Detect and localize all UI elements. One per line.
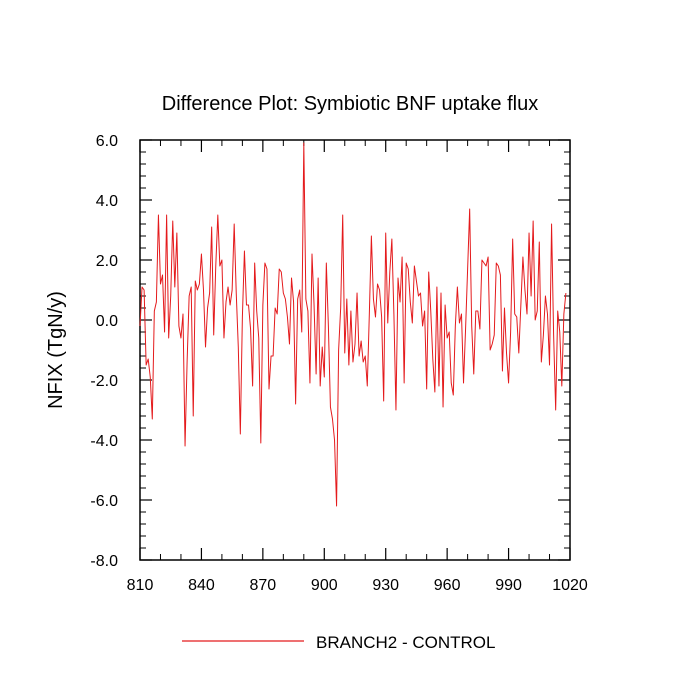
y-tick-label: -8.0 — [90, 553, 118, 570]
legend-label: BRANCH2 - CONTROL — [316, 633, 495, 652]
y-tick-label: 0.0 — [96, 313, 118, 330]
series-line-branch2-control — [139, 142, 567, 507]
axes: 810 840 870 900 930 960 990 1020 -8.0 -6.0 -4.0 -2.… — [90, 133, 587, 594]
x-tick-label: 870 — [250, 577, 277, 594]
x-tick-label: 960 — [434, 577, 461, 594]
y-tick-label: 4.0 — [96, 193, 118, 210]
plot-frame — [139, 139, 571, 561]
y-tick-label: -2.0 — [90, 373, 118, 390]
x-tick-label: 900 — [311, 577, 338, 594]
x-tick-label: 810 — [127, 577, 154, 594]
chart-title: Difference Plot: Symbiotic BNF uptake fl… — [162, 93, 538, 115]
y-axis-label: NFIX (TgN/y) — [45, 291, 67, 409]
legend: BRANCH2 - CONTROL — [182, 633, 495, 652]
x-tick-label: 840 — [188, 577, 215, 594]
y-tick-label: 2.0 — [96, 253, 118, 270]
x-tick-label: 930 — [372, 577, 399, 594]
y-tick-label: -6.0 — [90, 493, 118, 510]
y-tick-label: -4.0 — [90, 433, 118, 450]
x-tick-label: 1020 — [552, 577, 588, 594]
x-tick-label: 990 — [495, 577, 522, 594]
y-tick-label: 6.0 — [96, 133, 118, 150]
